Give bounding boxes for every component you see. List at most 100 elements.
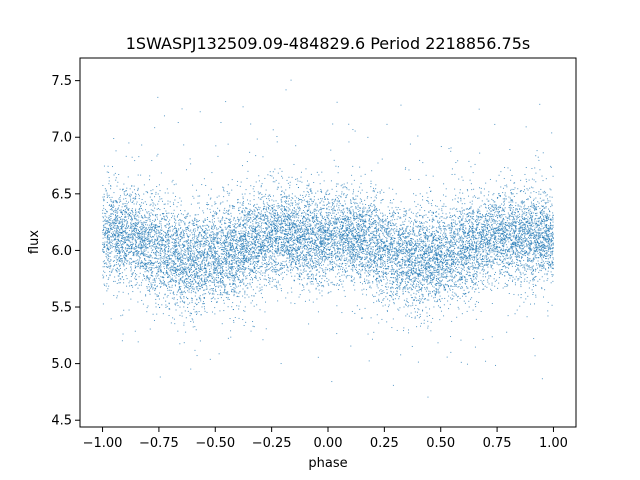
data-point: [179, 257, 181, 259]
data-point: [504, 253, 506, 255]
data-point: [218, 272, 220, 274]
data-point: [252, 238, 254, 240]
data-point: [184, 251, 186, 253]
data-point: [115, 215, 117, 217]
data-point: [447, 255, 449, 257]
data-point: [287, 207, 289, 209]
data-point: [347, 238, 349, 240]
data-point: [473, 212, 475, 214]
data-point: [121, 247, 123, 249]
data-point: [551, 264, 553, 266]
data-point: [534, 276, 536, 278]
data-point: [327, 231, 329, 233]
data-point: [185, 262, 187, 264]
data-point: [293, 227, 295, 229]
data-point: [295, 224, 297, 226]
data-point: [439, 282, 441, 284]
data-point: [510, 225, 512, 227]
data-point: [365, 215, 367, 217]
data-point: [528, 229, 530, 231]
data-point: [350, 231, 352, 233]
data-point: [349, 252, 351, 254]
data-point: [545, 240, 547, 242]
data-point: [454, 243, 456, 245]
data-point: [150, 228, 152, 230]
data-point: [222, 269, 224, 271]
data-point: [473, 238, 475, 240]
data-point: [484, 235, 486, 237]
data-point: [508, 222, 510, 224]
data-point: [365, 248, 367, 250]
data-point: [349, 251, 351, 253]
data-point: [447, 225, 449, 227]
data-point: [546, 218, 548, 220]
data-point: [368, 227, 370, 229]
data-point: [392, 294, 394, 296]
data-point: [552, 268, 554, 270]
data-point: [191, 302, 193, 304]
data-point: [166, 270, 168, 272]
data-point: [149, 232, 151, 234]
data-point: [270, 212, 272, 214]
data-point: [248, 250, 250, 252]
data-point: [195, 255, 197, 257]
data-point: [270, 196, 272, 198]
data-point: [541, 205, 543, 207]
data-point: [232, 245, 234, 247]
data-point: [342, 286, 344, 288]
data-point: [329, 260, 331, 262]
data-point: [332, 266, 334, 268]
data-point: [265, 270, 267, 272]
data-point: [319, 202, 321, 204]
data-point: [157, 226, 159, 228]
data-point: [512, 222, 514, 224]
data-point: [119, 273, 121, 275]
data-point: [176, 206, 178, 208]
data-point: [175, 302, 177, 304]
data-point: [485, 360, 487, 362]
data-point: [490, 243, 492, 245]
data-point: [193, 265, 195, 267]
data-point: [384, 251, 386, 253]
data-point: [551, 267, 553, 269]
data-point: [352, 256, 354, 258]
data-point: [167, 264, 169, 266]
data-point: [496, 261, 498, 263]
data-point: [210, 234, 212, 236]
data-point: [143, 262, 145, 264]
data-point: [146, 211, 148, 213]
data-point: [179, 197, 181, 199]
data-point: [184, 281, 185, 283]
data-point: [425, 269, 426, 271]
data-point: [306, 263, 308, 265]
data-point: [286, 246, 288, 248]
data-point: [234, 254, 236, 256]
data-point: [209, 292, 211, 294]
data-point: [361, 269, 363, 271]
data-point: [348, 220, 350, 222]
data-point: [360, 274, 362, 276]
data-point: [400, 274, 402, 276]
data-point: [277, 219, 279, 221]
data-point: [398, 234, 400, 236]
data-point: [384, 223, 386, 225]
data-point: [526, 219, 528, 221]
data-point: [508, 204, 510, 206]
data-point: [421, 229, 423, 231]
data-point: [336, 226, 338, 228]
data-point: [259, 237, 261, 239]
data-point: [501, 274, 503, 276]
data-point: [131, 247, 133, 249]
data-point: [139, 247, 141, 249]
data-point: [433, 269, 435, 271]
data-point: [473, 240, 475, 242]
data-point: [103, 251, 105, 253]
data-point: [263, 218, 265, 220]
data-point: [194, 241, 196, 243]
data-point: [381, 226, 383, 228]
data-point: [402, 292, 404, 294]
data-point: [406, 242, 408, 244]
data-point: [448, 279, 450, 281]
data-point: [506, 285, 508, 287]
data-point: [196, 244, 198, 246]
